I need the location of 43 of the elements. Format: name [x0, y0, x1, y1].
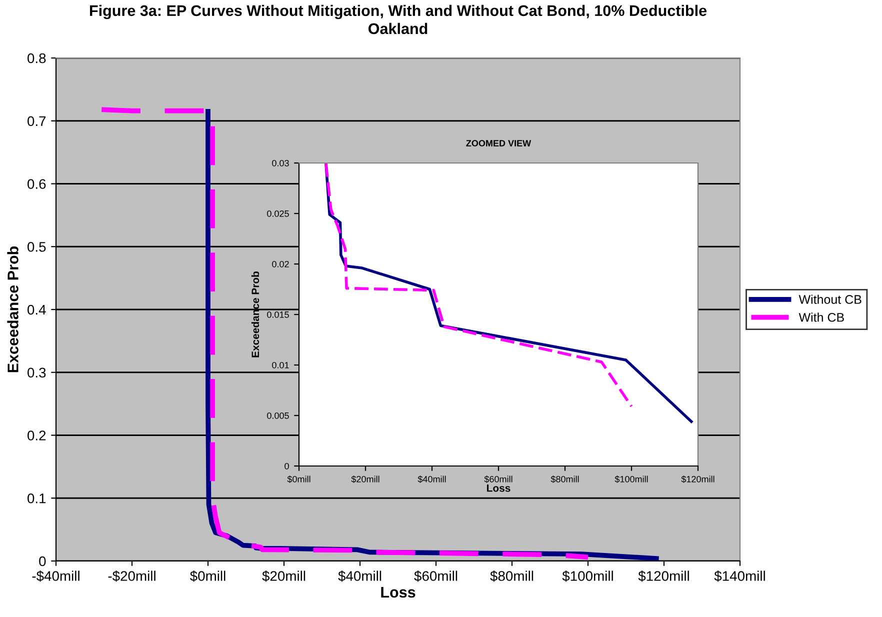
y-tick-label: 0.015 — [267, 311, 289, 318]
x-tick-label: $60mill — [484, 476, 512, 483]
legend-label: Without CB — [798, 294, 862, 304]
x-tick-label: $80mill — [490, 570, 534, 582]
x-tick-label: -$20mill — [108, 570, 156, 582]
y-tick-label: 0.1 — [28, 493, 46, 504]
x-tick-label: $120mill — [638, 570, 689, 582]
x-axis-title: Loss — [381, 587, 416, 598]
x-tick-label: $100mill — [562, 570, 613, 582]
y-tick-label: 0.3 — [28, 368, 46, 378]
y-tick-label: 0.7 — [28, 116, 46, 126]
chart-title: ZOOMED VIEW — [466, 140, 532, 146]
y-axis-title: Exceedance Prob — [7, 246, 18, 372]
y-tick-label: 0.005 — [267, 412, 289, 419]
chart-subtitle: Oakland — [368, 22, 428, 34]
x-tick-label: $120mill — [681, 476, 714, 483]
x-tick-label: $0mill — [190, 570, 226, 582]
chart-title: Figure 3a: EP Curves Without Mitigation, With and Without Cat Bond, 10% Deductible — [90, 4, 707, 20]
x-tick-label: $140mill — [714, 570, 765, 582]
y-tick-label: 0.02 — [272, 260, 289, 268]
y-tick-label: 0.03 — [272, 160, 289, 166]
y-tick-label: 0.6 — [28, 179, 46, 189]
y-tick-label: 0.5 — [28, 242, 46, 252]
y-tick-label: 0.01 — [272, 362, 289, 368]
x-axis-title: Loss — [487, 484, 510, 492]
x-tick-label: $60mill — [414, 570, 458, 582]
y-tick-label: 0.2 — [28, 430, 46, 440]
x-tick-label: $100mill — [614, 476, 648, 483]
y-tick-label: 0 — [39, 556, 46, 566]
x-tick-label: -$40mill — [32, 570, 80, 582]
x-tick-label: $0mill — [287, 476, 310, 483]
y-tick-label: 0 — [284, 462, 289, 470]
line-series — [324, 163, 633, 408]
x-tick-label: $20mill — [351, 476, 380, 483]
x-tick-label: $20mill — [262, 570, 306, 582]
x-tick-label: $40mill — [418, 476, 446, 483]
y-tick-label: 0.025 — [267, 210, 289, 217]
legend-label: With CB — [798, 312, 844, 322]
y-tick-label: 0.4 — [28, 304, 46, 315]
x-tick-label: $40mill — [338, 570, 382, 582]
y-tick-label: 0.8 — [28, 53, 46, 64]
x-tick-label: $80mill — [550, 476, 579, 483]
y-axis-title: Exceedance Prob — [251, 272, 260, 358]
